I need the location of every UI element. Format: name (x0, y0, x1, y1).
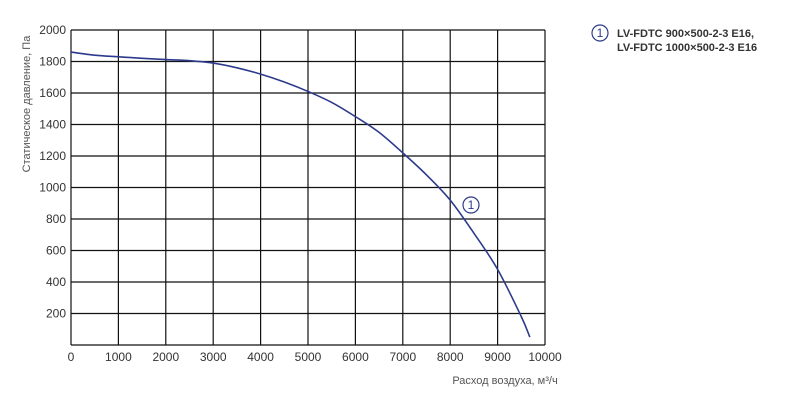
x-tick-labels: 0 1000 2000 3000 4000 5000 6000 7000 8000 9000 100… (68, 350, 562, 364)
y-axis-label: Статическое давление, Па (21, 35, 33, 173)
x-tick-label: 9000 (484, 350, 511, 364)
x-tick-label: 3000 (200, 350, 227, 364)
y-tick-label: 1600 (39, 86, 66, 100)
y-tick-label: 1000 (39, 181, 66, 195)
y-tick-label: 600 (46, 244, 66, 258)
series-line (70, 51, 531, 338)
x-tick-label: 5000 (295, 350, 322, 364)
y-tick-label: 1200 (39, 149, 66, 163)
legend-marker-circle (591, 24, 609, 42)
x-tick-label: 6000 (342, 350, 369, 364)
x-tick-label: 4000 (247, 350, 274, 364)
curve-marker-label: 1 (468, 198, 475, 212)
grid (70, 29, 546, 346)
y-tick-labels: 200 400 600 800 1000 1200 1400 1600 1800 2000 (39, 23, 66, 321)
legend: 1 LV-FDTC 900×500-2-3 E16, LV-FDTC 1000×50… (591, 24, 757, 54)
y-tick-label: 200 (46, 307, 66, 321)
y-tick-label: 1800 (39, 55, 66, 69)
legend-marker-label: 1 (597, 26, 604, 40)
x-tick-label: 8000 (437, 350, 464, 364)
legend-entry-text: LV-FDTC 1000×500-2-3 E16 (617, 42, 757, 54)
x-tick-label: 7000 (389, 350, 416, 364)
x-tick-label: 2000 (152, 350, 179, 364)
curve-marker-circle (462, 196, 480, 214)
legend-entry-text: LV-FDTC 900×500-2-3 E16, (617, 28, 754, 40)
x-tick-label: 1000 (105, 350, 132, 364)
y-tick-label: 2000 (39, 23, 66, 37)
y-tick-label: 400 (46, 275, 66, 289)
y-tick-label: 800 (46, 212, 66, 226)
x-tick-label: 10000 (528, 350, 562, 364)
y-tick-label: 1400 (39, 118, 66, 132)
x-tick-label: 0 (68, 350, 75, 364)
series-layer: 1 (70, 51, 531, 338)
x-axis-label: Расход воздуха, м³/ч (452, 375, 557, 387)
